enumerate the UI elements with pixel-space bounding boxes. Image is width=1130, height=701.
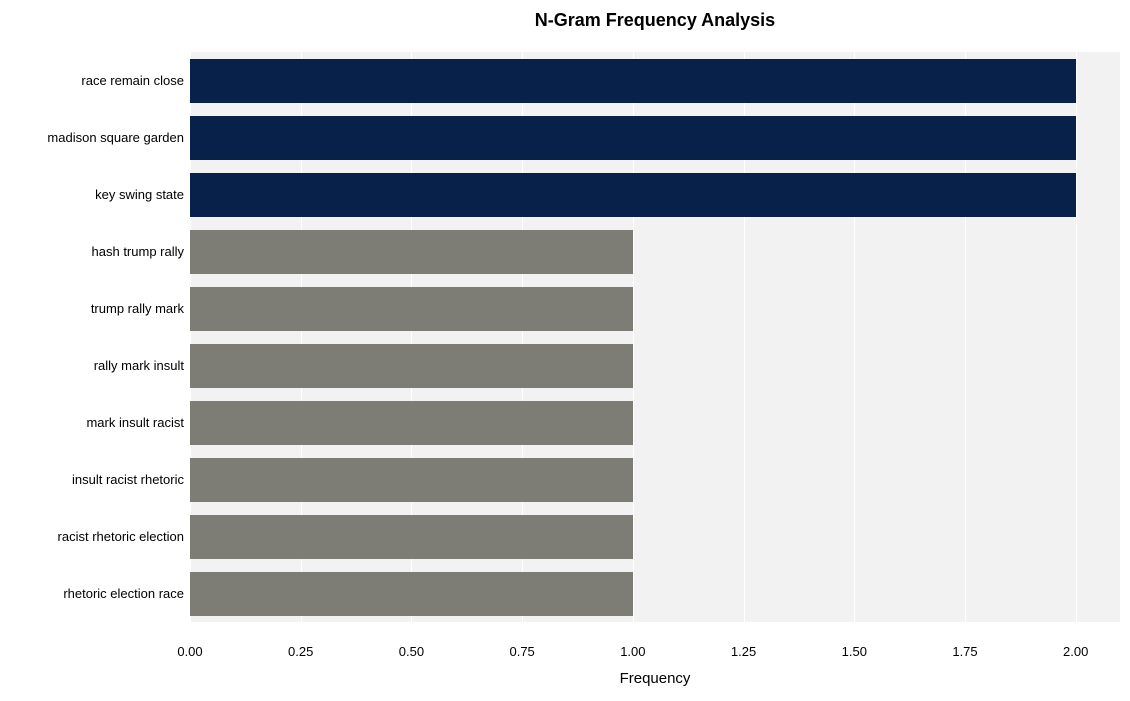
y-axis-tick-label: insult racist rhetoric xyxy=(4,458,184,502)
y-axis-tick-label: rhetoric election race xyxy=(4,572,184,616)
y-axis-tick-label: mark insult racist xyxy=(4,401,184,445)
y-axis-tick-label: key swing state xyxy=(4,173,184,217)
y-axis-tick-label: race remain close xyxy=(4,59,184,103)
bar xyxy=(190,59,1076,103)
x-axis-tick-label: 0.00 xyxy=(177,644,202,659)
bar xyxy=(190,116,1076,160)
bar xyxy=(190,401,633,445)
bar xyxy=(190,572,633,616)
x-axis-label: Frequency xyxy=(190,670,1120,687)
y-axis-tick-label: rally mark insult xyxy=(4,344,184,388)
x-axis-tick-label: 1.50 xyxy=(842,644,867,659)
x-axis-tick-label: 1.25 xyxy=(731,644,756,659)
grid-line xyxy=(1076,38,1077,636)
bar xyxy=(190,515,633,559)
plot-area xyxy=(190,38,1120,636)
bar xyxy=(190,173,1076,217)
x-axis-tick-label: 1.75 xyxy=(952,644,977,659)
chart-title: N-Gram Frequency Analysis xyxy=(190,10,1120,31)
x-axis-tick-label: 0.25 xyxy=(288,644,313,659)
x-axis-tick-label: 2.00 xyxy=(1063,644,1088,659)
y-axis-tick-label: trump rally mark xyxy=(4,287,184,331)
y-axis-tick-label: racist rhetoric election xyxy=(4,515,184,559)
x-axis-tick-label: 1.00 xyxy=(620,644,645,659)
bar xyxy=(190,230,633,274)
x-axis-tick-label: 0.75 xyxy=(509,644,534,659)
bar xyxy=(190,458,633,502)
y-axis-tick-label: madison square garden xyxy=(4,116,184,160)
y-axis-tick-label: hash trump rally xyxy=(4,230,184,274)
bar xyxy=(190,287,633,331)
x-axis-tick-label: 0.50 xyxy=(399,644,424,659)
bar xyxy=(190,344,633,388)
